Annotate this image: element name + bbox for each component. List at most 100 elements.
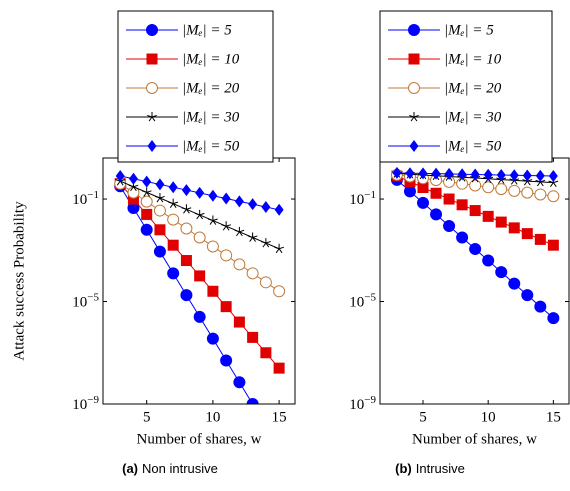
marker	[274, 243, 285, 254]
marker	[181, 204, 192, 214]
marker	[469, 179, 482, 192]
x-tick-label: 15	[546, 409, 561, 425]
marker	[430, 208, 443, 221]
y-tick-label: 10−5	[349, 291, 376, 311]
caption-text: Intrusive	[416, 461, 465, 476]
marker	[207, 285, 219, 297]
marker	[456, 231, 469, 244]
marker	[457, 168, 467, 181]
marker	[522, 169, 532, 182]
marker	[167, 239, 179, 251]
marker	[233, 258, 246, 271]
marker	[127, 193, 139, 205]
marker	[246, 398, 259, 404]
marker	[167, 213, 180, 226]
caption-text: Non intrusive	[142, 461, 218, 476]
marker	[418, 167, 428, 180]
caption: (a) Non intrusive	[122, 461, 218, 476]
marker	[534, 233, 546, 245]
marker	[261, 200, 271, 213]
legend-marker	[147, 140, 157, 152]
x-tick-label: 10	[481, 409, 496, 425]
marker	[430, 187, 442, 199]
marker	[392, 166, 402, 179]
marker	[193, 310, 206, 323]
marker	[260, 238, 271, 248]
marker	[248, 198, 258, 211]
marker	[206, 240, 219, 253]
marker	[220, 249, 233, 262]
marker	[521, 228, 533, 240]
marker	[495, 266, 508, 279]
marker	[142, 175, 152, 188]
marker	[403, 185, 416, 198]
legend-label: |Mₑ| = 30	[444, 109, 502, 125]
marker	[234, 226, 245, 237]
legend-label: |Mₑ| = 5	[444, 22, 494, 38]
marker	[208, 189, 218, 202]
marker	[206, 332, 219, 345]
marker	[259, 276, 272, 289]
marker	[495, 216, 507, 228]
legend-marker	[409, 112, 419, 122]
marker	[221, 192, 231, 205]
marker	[443, 219, 456, 232]
legend-marker	[408, 82, 420, 94]
marker	[482, 254, 495, 267]
marker	[140, 223, 153, 236]
legend-marker	[147, 112, 157, 122]
marker	[141, 187, 152, 197]
marker	[234, 195, 244, 208]
legend-label: |Mₑ| = 10	[444, 51, 502, 67]
marker	[260, 347, 272, 359]
marker	[274, 203, 284, 216]
plot-content	[390, 166, 560, 325]
x-tick-label: 10	[205, 409, 220, 425]
marker	[180, 255, 192, 267]
legend-label: |Mₑ| = 30	[182, 109, 240, 125]
marker	[521, 186, 534, 199]
legend-marker	[408, 53, 420, 65]
legend-marker	[409, 140, 419, 152]
marker	[194, 270, 206, 282]
marker	[469, 205, 481, 217]
marker	[496, 168, 506, 181]
x-tick-label: 15	[272, 409, 287, 425]
caption: (b) Intrusive	[395, 461, 465, 476]
caption-label: (a)	[122, 461, 138, 476]
marker	[495, 183, 508, 196]
x-axis-label: Number of shares, w	[137, 431, 262, 447]
marker	[469, 243, 482, 256]
x-tick-label: 5	[419, 409, 427, 425]
marker	[233, 376, 246, 389]
marker	[534, 300, 547, 313]
marker	[247, 232, 258, 242]
marker	[247, 331, 259, 343]
marker	[168, 181, 178, 194]
marker	[547, 190, 560, 203]
marker	[483, 168, 493, 181]
marker	[168, 198, 179, 208]
marker	[153, 204, 166, 217]
marker	[193, 231, 206, 244]
legend-box	[117, 10, 274, 163]
marker	[260, 420, 271, 431]
marker	[548, 169, 558, 182]
marker	[417, 196, 430, 209]
plot-content	[114, 169, 286, 431]
legend-label: |Mₑ| = 50	[182, 138, 240, 154]
marker	[508, 184, 521, 197]
marker	[508, 277, 521, 290]
legend-marker	[146, 82, 158, 94]
marker	[521, 289, 534, 302]
legend-label: |Mₑ| = 10	[182, 51, 240, 67]
legend-marker	[146, 24, 158, 36]
marker	[482, 210, 494, 222]
marker	[220, 301, 232, 313]
legend-marker	[146, 53, 158, 65]
x-axis-label: Number of shares, w	[412, 431, 537, 447]
marker	[155, 178, 165, 191]
marker	[141, 208, 153, 220]
marker	[180, 289, 193, 302]
